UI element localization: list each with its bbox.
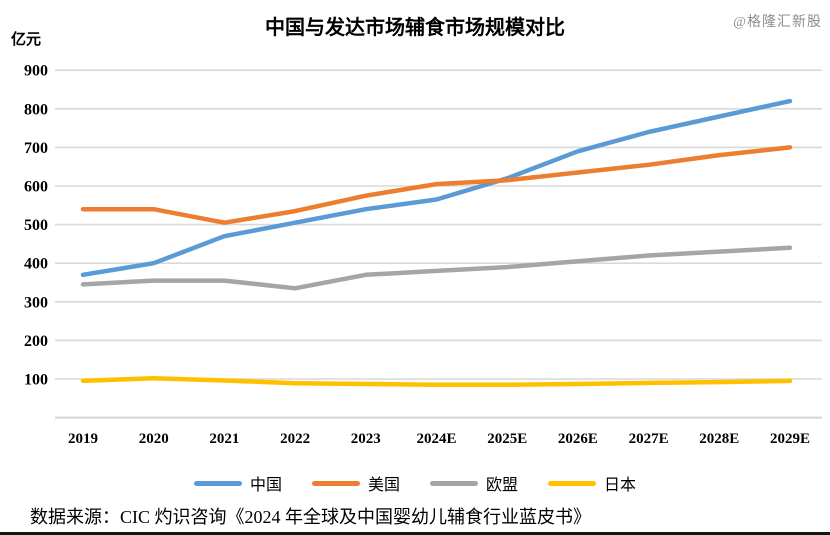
x-tick-label-2024E: 2024E (416, 431, 456, 447)
x-tick-label-2021: 2021 (209, 431, 239, 447)
y-tick-label-200: 200 (24, 333, 48, 350)
series-line-usa (80, 145, 793, 225)
legend-marker-japan (548, 480, 597, 486)
legend-marker-china (193, 480, 242, 486)
y-tick-label-900: 900 (24, 63, 48, 80)
series-line-eu (80, 245, 793, 291)
watermark: @格隆汇新股 (733, 15, 822, 30)
x-tick-label-2019: 2019 (68, 431, 98, 447)
y-tick-label-500: 500 (24, 217, 48, 234)
y-tick-label-300: 300 (24, 294, 48, 311)
y-tick-label-700: 700 (24, 140, 48, 157)
chart-legend: 中国 美国 欧盟 日本 (0, 471, 830, 495)
legend-marker-eu (430, 480, 478, 486)
bottom-divider (0, 532, 830, 535)
x-tick-label-2020: 2020 (139, 431, 169, 447)
legend-item-usa: 美国 (311, 471, 400, 495)
series-line-japan (80, 375, 793, 388)
x-tick-label-2025E: 2025E (487, 431, 527, 447)
y-tick-label-600: 600 (24, 179, 48, 196)
y-tick-label-800: 800 (24, 101, 48, 118)
x-tick-label-2027E: 2027E (629, 431, 669, 447)
source-note: 数据来源：CIC 灼识咨询《2024 年全球及中国婴幼儿辅食行业蓝皮书》 (30, 507, 592, 527)
x-tick-label-2023: 2023 (351, 431, 381, 447)
x-tick-label-2026E: 2026E (558, 431, 598, 447)
legend-label-china: 中国 (249, 477, 282, 494)
chart-title: 中国与发达市场辅食市场规模对比 (265, 17, 565, 39)
y-tick-label-400: 400 (24, 256, 48, 273)
legend-label-usa: 美国 (367, 477, 400, 494)
legend-item-eu: 欧盟 (430, 471, 518, 495)
line-chart: 100 200 300 400 500 600 700 800 900 2019 2020 2021 2… (24, 63, 822, 447)
x-tick-label-2028E: 2028E (699, 431, 739, 447)
legend-marker-usa (311, 480, 360, 486)
legend-item-china: 中国 (193, 471, 282, 495)
legend-item-japan: 日本 (548, 471, 636, 495)
legend-label-japan: 日本 (604, 477, 637, 494)
series-line-china (80, 98, 793, 278)
y-tick-label-100: 100 (24, 372, 48, 389)
x-tick-label-2029E: 2029E (770, 431, 810, 447)
y-axis-unit-label: 亿元 (11, 32, 42, 48)
x-tick-label-2022: 2022 (280, 431, 310, 447)
legend-label-eu: 欧盟 (486, 477, 519, 494)
